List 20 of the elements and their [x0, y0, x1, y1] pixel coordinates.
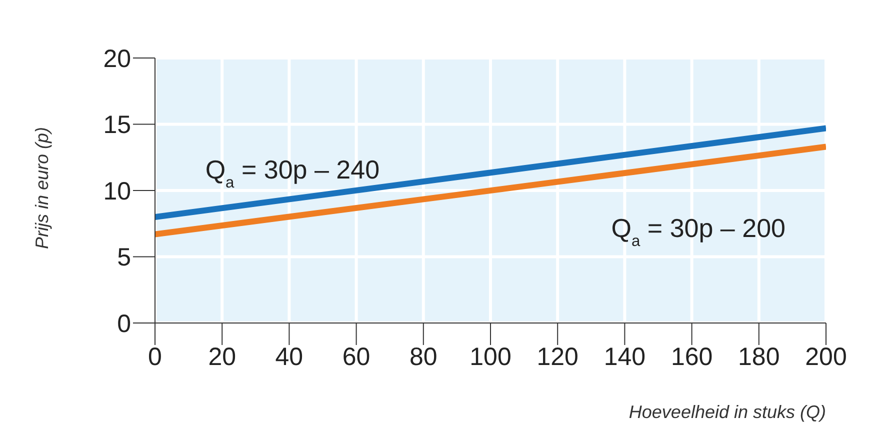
- y-axis-title: Prijs in euro (p): [32, 126, 52, 250]
- x-tick-label: 140: [604, 342, 646, 371]
- x-tick-label: 160: [670, 342, 713, 371]
- y-tick-label: 15: [103, 111, 131, 140]
- x-tick-label: 0: [148, 342, 162, 371]
- x-tick-label: 80: [409, 342, 438, 371]
- y-tick-label: 20: [103, 44, 131, 73]
- y-tick-label: 5: [117, 244, 131, 272]
- y-tick-label: 0: [117, 310, 131, 338]
- x-tick-label: 20: [208, 342, 236, 371]
- x-tick-label: 200: [805, 342, 847, 371]
- x-tick-label: 100: [470, 342, 512, 371]
- series-label: Q$_{a}$ = 30p – 240: [205, 154, 380, 191]
- x-tick-label: 180: [738, 342, 780, 371]
- x-tick-label: 40: [275, 342, 304, 371]
- x-axis-title: Hoeveelheid in stuks (Q): [628, 402, 826, 422]
- y-tick-label: 10: [103, 177, 131, 206]
- x-tick-label: 60: [342, 342, 370, 371]
- x-tick-label: 120: [536, 342, 578, 371]
- series-label: Q$_{a}$ = 30p – 200: [611, 212, 786, 250]
